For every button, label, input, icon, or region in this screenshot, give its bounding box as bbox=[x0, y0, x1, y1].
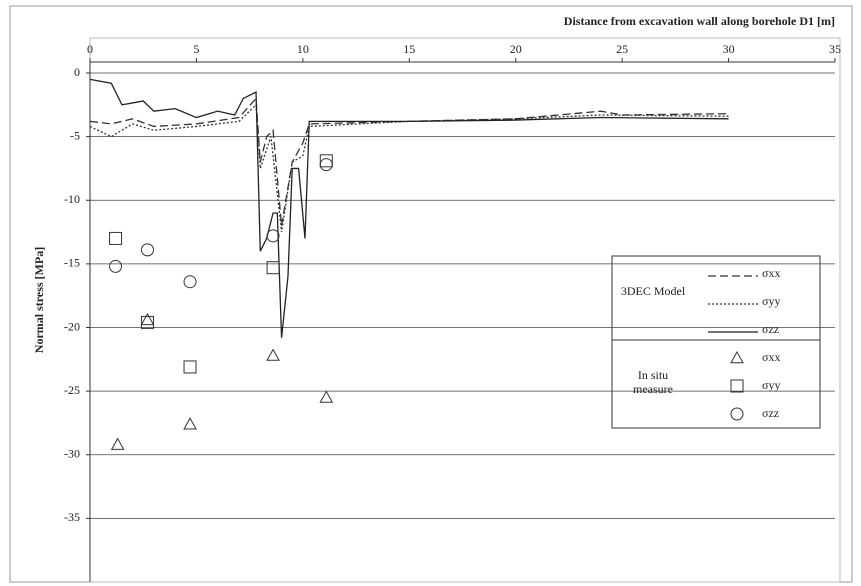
marker-square bbox=[109, 231, 123, 245]
x-tick-label: 5 bbox=[193, 42, 199, 56]
marker-triangle bbox=[183, 417, 197, 430]
y-tick-label: -10 bbox=[64, 192, 80, 206]
legend-box bbox=[611, 255, 821, 429]
series-line bbox=[89, 78, 729, 338]
x-tick-label: 25 bbox=[616, 42, 628, 56]
marker-square bbox=[266, 261, 280, 275]
x-tick-label: 15 bbox=[403, 42, 415, 56]
legend-marker bbox=[730, 350, 744, 364]
legend-label: σyy bbox=[762, 378, 780, 392]
series-line bbox=[89, 103, 729, 233]
marker-triangle bbox=[266, 348, 280, 361]
legend-label: σxx bbox=[762, 350, 780, 364]
y-tick-label: -25 bbox=[64, 383, 80, 397]
legend-label: σzz bbox=[762, 406, 779, 420]
x-tick-label: 30 bbox=[723, 42, 735, 56]
legend-label: σxx bbox=[762, 266, 780, 280]
marker-triangle bbox=[110, 437, 125, 450]
marker-square bbox=[183, 360, 197, 374]
x-axis-label: Distance from excavation wall along bore… bbox=[564, 14, 835, 28]
legend-group-label: In situ measure bbox=[633, 368, 673, 396]
y-tick-label: -20 bbox=[64, 319, 80, 333]
y-tick-label: -35 bbox=[64, 510, 80, 524]
legend-label: σzz bbox=[762, 322, 779, 336]
y-tick-label: -30 bbox=[64, 447, 80, 461]
marker-circle bbox=[319, 158, 333, 172]
marker-square bbox=[140, 315, 154, 329]
x-tick-label: 10 bbox=[297, 42, 309, 56]
marker-circle bbox=[266, 229, 280, 243]
x-tick-label: 20 bbox=[510, 42, 522, 56]
marker-triangle bbox=[140, 312, 155, 326]
legend-marker bbox=[730, 379, 744, 393]
legend-group-label: 3DEC Model bbox=[620, 284, 686, 298]
y-tick-label: 0 bbox=[74, 65, 80, 79]
x-tick-label: 35 bbox=[829, 42, 841, 56]
marker-circle bbox=[140, 243, 154, 257]
marker-circle bbox=[109, 259, 123, 273]
x-tick-label: 0 bbox=[87, 42, 93, 56]
legend-label: σyy bbox=[762, 294, 780, 308]
legend-marker bbox=[730, 407, 744, 421]
marker-square bbox=[319, 154, 333, 168]
marker-circle bbox=[183, 275, 197, 289]
y-axis-label: Normal stress [MPa] bbox=[32, 247, 46, 353]
y-tick-label: -5 bbox=[70, 128, 80, 142]
marker-triangle bbox=[319, 390, 334, 403]
y-tick-label: -15 bbox=[64, 256, 80, 270]
